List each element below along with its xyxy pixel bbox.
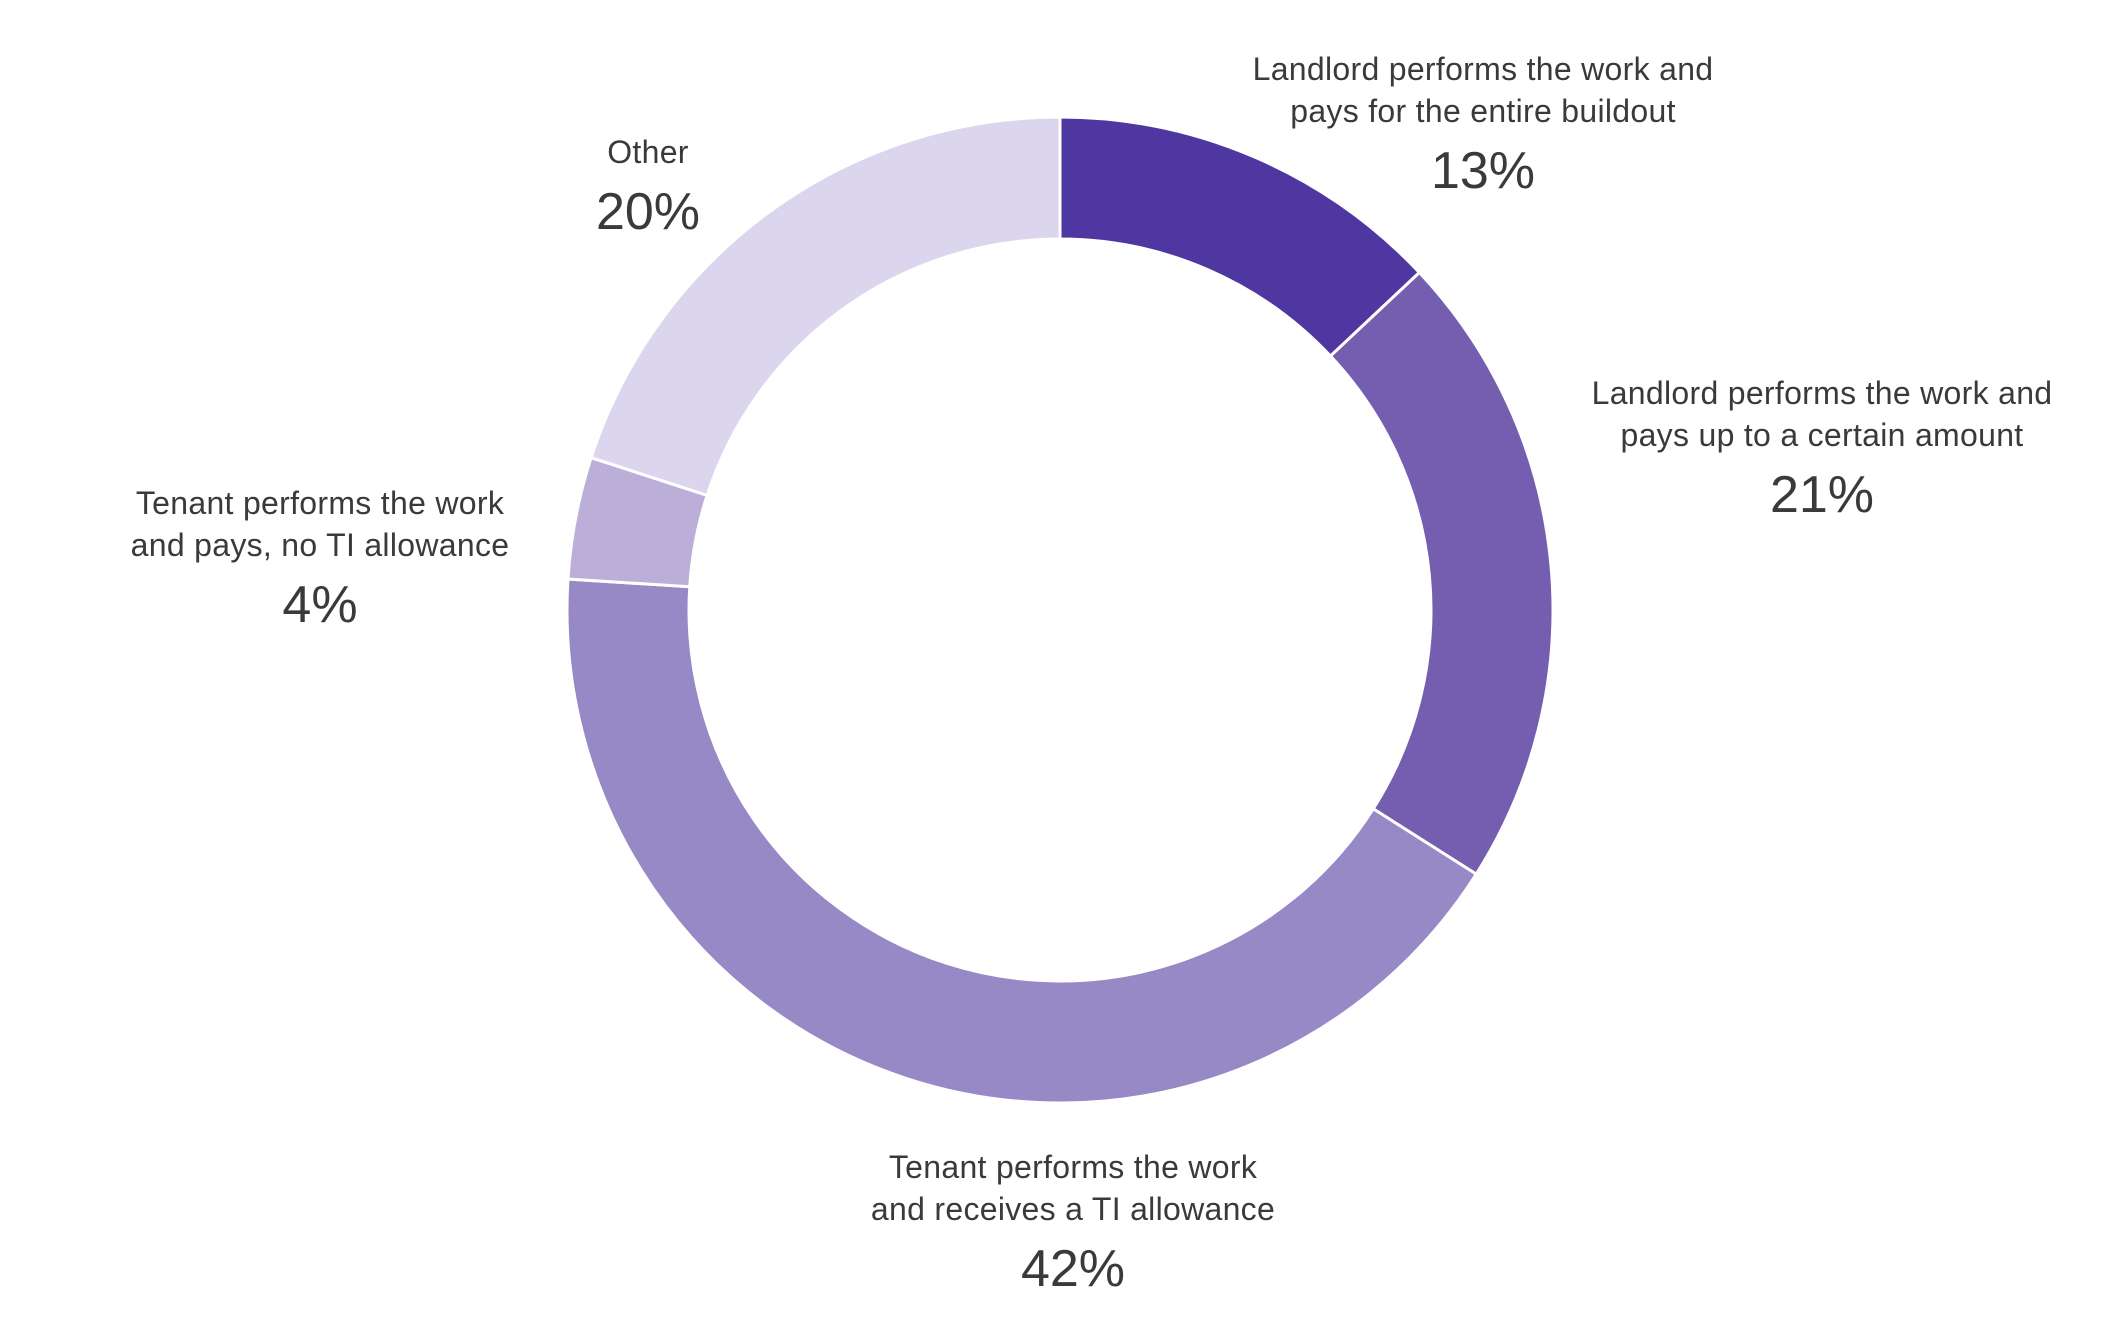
slice-label-line: pays up to a certain amount <box>1620 417 2023 453</box>
slice-value-label: 21% <box>1770 466 1874 524</box>
slice-value-label: 4% <box>282 576 357 634</box>
slice-labels: Landlord performs the work and pays for t… <box>131 51 2053 1298</box>
slice-value-label: 20% <box>596 183 700 241</box>
donut-slice-1 <box>1058 115 1422 359</box>
slice-label-line: and receives a TI allowance <box>871 1191 1275 1227</box>
slice-label-2: Landlord performs the work and pays up to… <box>1592 375 2053 524</box>
slice-label-line: Landlord performs the work and <box>1592 375 2053 411</box>
slice-label-1: Landlord performs the work and pays for t… <box>1253 51 1714 200</box>
slice-label-5: Other 20% <box>596 134 700 241</box>
slice-label-line: and pays, no TI allowance <box>131 527 510 563</box>
slice-label-line: Other <box>607 134 689 170</box>
donut-slice-2 <box>1328 270 1555 877</box>
donut-slices <box>565 115 1555 1105</box>
donut-slice-3 <box>565 577 1479 1105</box>
slice-label-3: Tenant performs the work and receives a T… <box>871 1149 1275 1298</box>
slice-label-4: Tenant performs the work and pays, no TI … <box>131 485 510 634</box>
slice-label-line: pays for the entire buildout <box>1290 93 1676 129</box>
slice-label-line: Landlord performs the work and <box>1253 51 1714 87</box>
slice-value-label: 42% <box>1021 1240 1125 1298</box>
slice-label-line: Tenant performs the work <box>136 485 505 521</box>
slice-value-label: 13% <box>1431 142 1535 200</box>
donut-slice-5 <box>589 115 1062 498</box>
slice-label-line: Tenant performs the work <box>889 1149 1258 1185</box>
